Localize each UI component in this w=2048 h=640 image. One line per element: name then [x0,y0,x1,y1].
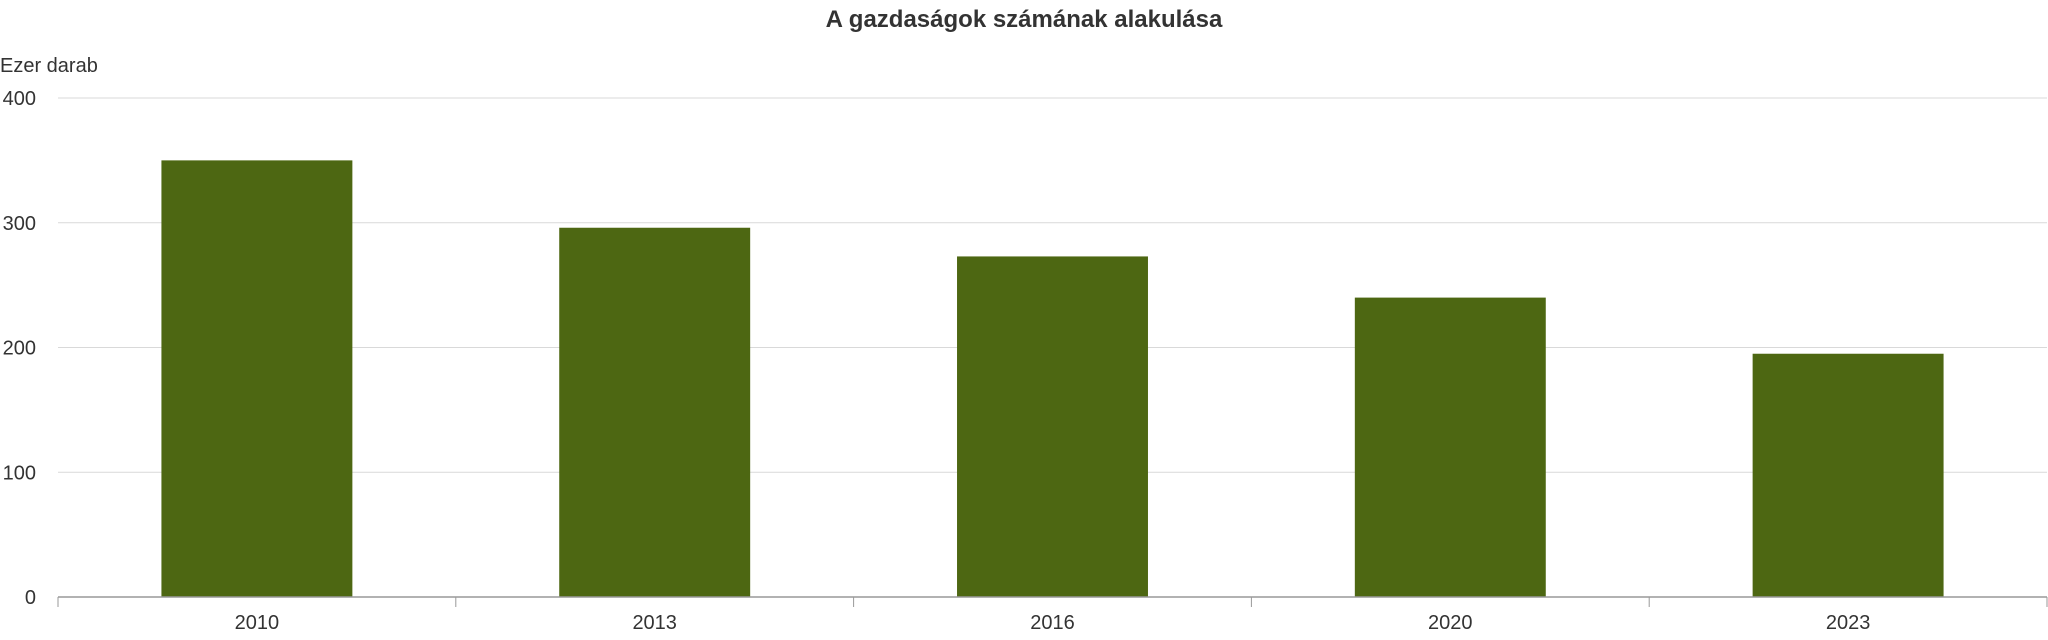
y-tick-label: 300 [3,213,36,235]
bar [1354,297,1546,597]
x-tick-label: 2023 [1826,612,1871,634]
bar [957,256,1148,597]
bar [161,160,353,597]
y-axis-unit-label: Ezer darab [0,55,98,77]
x-tick-label: 2010 [235,612,280,634]
y-tick-label: 200 [3,338,36,360]
x-tick-label: 2013 [632,612,677,634]
y-tick-label: 0 [25,587,36,609]
x-tick-label: 2016 [1030,612,1075,634]
y-tick-label: 100 [3,462,36,484]
bar [1752,353,1944,597]
bar [559,227,751,598]
y-tick-label: 400 [3,88,36,110]
x-tick-label: 2020 [1428,612,1473,634]
chart-title: A gazdaságok számának alakulása [825,6,1223,33]
